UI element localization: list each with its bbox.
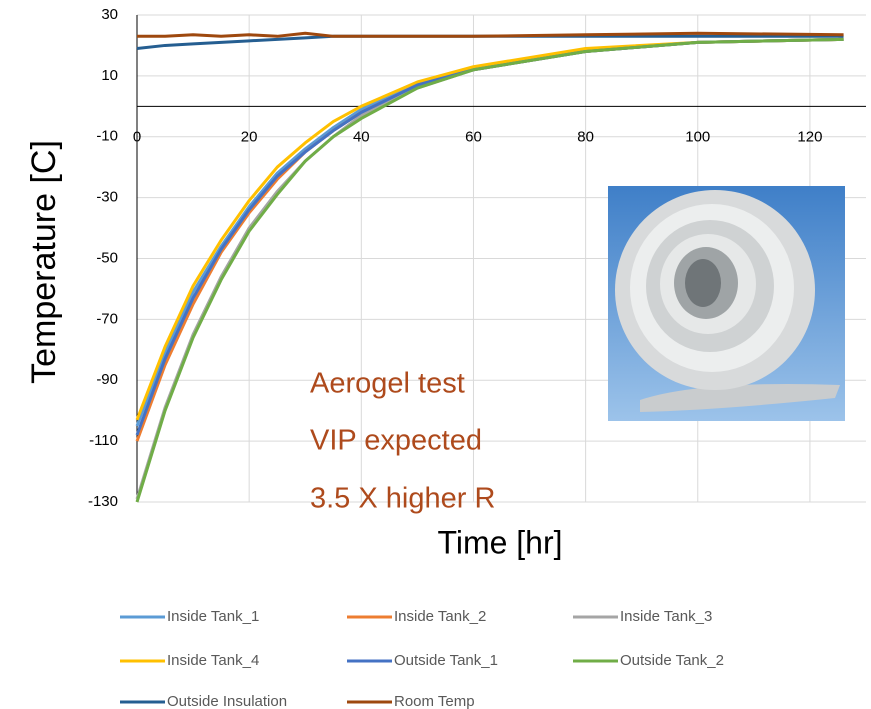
y-tick-label: -90 [96, 371, 118, 388]
x-tick-label: 120 [797, 128, 822, 145]
x-tick-label: 20 [241, 128, 258, 145]
series-line [135, 37, 844, 421]
annotation: VIP expected [310, 425, 482, 457]
legend-label: Outside Tank_2 [620, 652, 724, 669]
legend-label: Inside Tank_4 [167, 652, 259, 669]
annotation: 3.5 X higher R [310, 483, 495, 515]
legend-label: Inside Tank_3 [620, 608, 712, 625]
legend-label: Outside Insulation [167, 693, 287, 709]
x-tick-label: 40 [353, 128, 370, 145]
annotation: Aerogel test [310, 368, 465, 400]
y-axis-title: Temperature [C] [25, 140, 63, 384]
legend-label: Inside Tank_1 [167, 608, 259, 625]
y-tick-label: -10 [96, 128, 118, 145]
y-tick-label: 30 [101, 6, 118, 23]
series-line [137, 31, 844, 38]
x-axis-title: Time [hr] [437, 524, 562, 560]
legend-label: Room Temp [394, 693, 475, 709]
legend-label: Outside Tank_1 [394, 652, 498, 669]
insulation-photo [608, 186, 845, 421]
y-tick-label: -110 [89, 432, 118, 449]
y-tick-label: -70 [96, 310, 118, 327]
y-tick-label: -30 [96, 189, 118, 206]
y-tick-label: -130 [88, 493, 118, 510]
legend-label: Inside Tank_2 [394, 608, 486, 625]
series-line [135, 37, 844, 503]
y-tick-label: -50 [96, 249, 118, 266]
x-tick-label: 100 [685, 128, 710, 145]
x-tick-label: 80 [577, 128, 594, 145]
y-tick-label: 10 [101, 67, 118, 84]
x-tick-label: 60 [465, 128, 482, 145]
